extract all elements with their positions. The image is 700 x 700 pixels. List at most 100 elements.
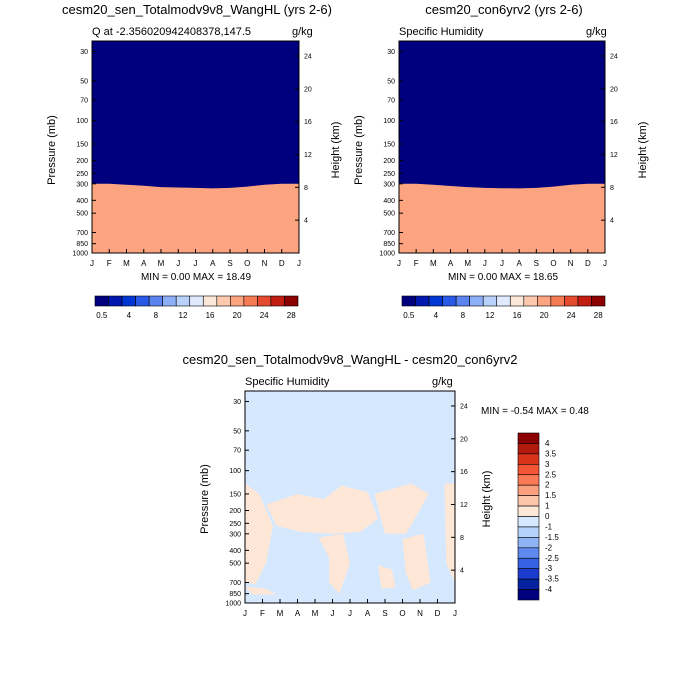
colorbar-a-label-2: 8 — [154, 311, 159, 320]
colorbar-b-label-2: 8 — [461, 311, 466, 320]
diff-colorbar-box-2 — [517, 453, 540, 465]
pressure-tick-label-1-8: 400 — [383, 198, 395, 205]
colorbar-a-box-14 — [284, 295, 299, 307]
pressure-tick-label-1-3: 100 — [383, 118, 395, 125]
colorbar-b-label-7: 28 — [594, 311, 603, 320]
month-tick-label-1-6: J — [500, 259, 504, 268]
pressure-tick-label-0-6: 250 — [76, 171, 88, 178]
month-tick-label-0-12: J — [297, 259, 301, 268]
pressure-tick-label-0-11: 850 — [76, 241, 88, 248]
pressure-tick-label-1-2: 70 — [387, 98, 395, 105]
diff-colorbar-box-4 — [517, 474, 540, 486]
diff-colorbar-box-13 — [517, 568, 540, 580]
diff-colorbar-label-10: -2 — [545, 543, 553, 552]
diff-colorbar-label-9: -1.5 — [545, 533, 559, 542]
month-tick-label-2-10: N — [417, 609, 423, 618]
colorbar-a-box-0 — [94, 295, 109, 307]
colorbar-a-box-5 — [162, 295, 177, 307]
panel-b-colorbar: 0.5 4 8 12 16 20 24 28 — [401, 295, 606, 320]
colorbar-b-box-14 — [591, 295, 606, 307]
colorbar-a-box-3 — [135, 295, 150, 307]
pressure-tick-label-1-7: 300 — [383, 181, 395, 188]
month-tick-label-2-7: A — [365, 609, 371, 618]
panel-b-title: cesm20_con6yrv2 (yrs 2-6) — [425, 2, 583, 17]
pressure-tick-label-0-5: 200 — [76, 158, 88, 165]
month-tick-label-1-1: F — [414, 259, 419, 268]
diff-colorbar-box-1 — [517, 443, 540, 455]
height-tick-label-1-2: 12 — [610, 152, 618, 159]
colorbar-a-label-0: 0.5 — [96, 311, 108, 320]
panel-a-subtitle: Q at -2.356020942408378,147.5 — [92, 26, 251, 38]
diff-colorbar-box-14 — [517, 578, 540, 590]
pressure-tick-label-1-12: 1000 — [379, 251, 395, 258]
diff-colorbar-box-10 — [517, 537, 540, 549]
month-tick-label-1-4: M — [464, 259, 471, 268]
pressure-tick-label-1-11: 850 — [383, 241, 395, 248]
pressure-tick-label-0-12: 1000 — [72, 251, 88, 258]
colorbar-a-label-3: 12 — [179, 311, 188, 320]
colorbar-b-box-10 — [537, 295, 552, 307]
month-tick-label-0-4: M — [158, 259, 165, 268]
panel-b-stats: MIN = 0.00 MAX = 18.65 — [448, 272, 558, 283]
panel-b-y-label: Pressure (mb) — [353, 115, 365, 185]
colorbar-b-box-6 — [482, 295, 498, 307]
diff-positive-region-5 — [318, 533, 350, 594]
panel-c-y-right-label: Height (km) — [481, 471, 493, 528]
colorbar-b-label-0: 0.5 — [403, 311, 415, 320]
panel-a-colorbar: 0.5 4 8 12 16 20 24 28 — [94, 295, 299, 320]
month-tick-label-1-3: A — [448, 259, 454, 268]
pressure-tick-label-2-4: 150 — [229, 491, 241, 498]
height-tick-label-0-4: 20 — [304, 86, 312, 93]
colorbar-a-label-1: 4 — [127, 311, 132, 320]
month-tick-label-2-4: M — [312, 609, 319, 618]
panel-b-subtitle: Specific Humidity — [399, 26, 484, 38]
colorbar-a-box-12 — [257, 295, 272, 307]
colorbar-a-label-4: 16 — [206, 311, 215, 320]
month-tick-label-2-2: M — [277, 609, 284, 618]
diff-colorbar-label-6: 1 — [545, 502, 550, 511]
diff-colorbar-box-0 — [517, 432, 540, 444]
month-tick-label-0-11: D — [279, 259, 285, 268]
height-tick-label-0-0: 4 — [304, 218, 308, 225]
diff-colorbar-box-11 — [517, 547, 540, 559]
month-tick-label-0-5: J — [176, 259, 180, 268]
diff-colorbar-box-7 — [517, 505, 540, 517]
pressure-tick-label-1-6: 250 — [383, 171, 395, 178]
month-tick-label-2-0: J — [243, 609, 247, 618]
pressure-tick-label-0-1: 50 — [80, 78, 88, 85]
month-tick-label-1-12: J — [603, 259, 607, 268]
field-band-1-10 — [399, 183, 605, 253]
colorbar-a-box-11 — [243, 295, 258, 307]
month-tick-label-2-8: S — [382, 609, 387, 618]
diff-colorbar-label-5: 1.5 — [545, 491, 557, 500]
diff-colorbar-label-4: 2 — [545, 481, 550, 490]
diff-positive-region-7 — [245, 586, 277, 595]
month-tick-label-2-11: D — [435, 609, 441, 618]
colorbar-b-box-3 — [442, 295, 457, 307]
diff-colorbar-label-8: -1 — [545, 522, 553, 531]
month-tick-label-0-2: M — [123, 259, 130, 268]
diff-positive-region-0 — [245, 483, 273, 585]
pressure-tick-label-0-8: 400 — [76, 198, 88, 205]
pressure-tick-label-1-5: 200 — [383, 158, 395, 165]
diff-colorbar-label-1: 3.5 — [545, 449, 557, 458]
month-tick-label-0-10: N — [262, 259, 268, 268]
pressure-tick-label-0-2: 70 — [80, 98, 88, 105]
pressure-tick-label-0-4: 150 — [76, 141, 88, 148]
pressure-tick-label-2-9: 500 — [229, 561, 241, 568]
month-tick-label-1-0: J — [397, 259, 401, 268]
colorbar-b-label-1: 4 — [434, 311, 439, 320]
pressure-tick-label-0-3: 100 — [76, 118, 88, 125]
pressure-tick-label-1-9: 500 — [383, 211, 395, 218]
panel-b: cesm20_con6yrv2 (yrs 2-6) Specific Humid… — [353, 2, 649, 320]
colorbar-b-label-6: 24 — [567, 311, 576, 320]
diff-colorbar-label-0: 4 — [545, 439, 550, 448]
diff-positive-region-1 — [266, 485, 378, 534]
month-tick-label-2-12: J — [453, 609, 457, 618]
diff-colorbar-label-13: -3.5 — [545, 575, 559, 584]
month-tick-label-0-0: J — [90, 259, 94, 268]
pressure-tick-label-2-5: 200 — [229, 508, 241, 515]
panel-c-units: g/kg — [432, 376, 453, 388]
colorbar-b-box-8 — [509, 295, 525, 307]
colorbar-b-label-4: 16 — [513, 311, 522, 320]
